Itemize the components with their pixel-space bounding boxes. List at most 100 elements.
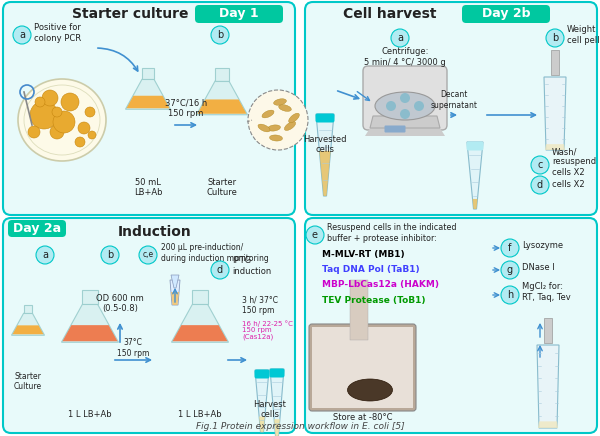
Text: 3 h/ 37°C
150 rpm: 3 h/ 37°C 150 rpm: [242, 295, 278, 315]
Text: f: f: [508, 243, 512, 253]
FancyBboxPatch shape: [195, 5, 283, 23]
Circle shape: [85, 107, 95, 117]
Text: 50 mL
LB+Ab: 50 mL LB+Ab: [134, 178, 162, 198]
Text: Positive for
colony PCR: Positive for colony PCR: [34, 23, 81, 43]
Polygon shape: [197, 81, 248, 115]
Circle shape: [28, 126, 40, 138]
Text: b: b: [107, 250, 113, 260]
Text: a: a: [397, 33, 403, 43]
Polygon shape: [62, 325, 118, 341]
Polygon shape: [171, 275, 179, 288]
Text: 37°C/16 h
150 rpm: 37°C/16 h 150 rpm: [165, 98, 207, 118]
Polygon shape: [255, 370, 269, 432]
FancyBboxPatch shape: [363, 66, 447, 130]
Ellipse shape: [347, 379, 392, 401]
Polygon shape: [370, 116, 440, 128]
Circle shape: [386, 101, 396, 111]
Text: Day 1: Day 1: [219, 7, 259, 20]
Polygon shape: [172, 304, 229, 342]
Polygon shape: [11, 313, 44, 335]
Polygon shape: [319, 151, 331, 196]
Circle shape: [42, 90, 58, 106]
FancyBboxPatch shape: [316, 113, 335, 123]
Circle shape: [139, 246, 157, 264]
Ellipse shape: [258, 124, 270, 132]
FancyBboxPatch shape: [309, 324, 416, 411]
Polygon shape: [215, 68, 229, 81]
Text: Day 2b: Day 2b: [482, 7, 530, 20]
Text: a: a: [42, 250, 48, 260]
Circle shape: [531, 176, 549, 194]
Circle shape: [88, 131, 96, 139]
Text: Fig.1 Protein expression workflow in E. coli [5]: Fig.1 Protein expression workflow in E. …: [196, 422, 404, 431]
Polygon shape: [259, 416, 265, 432]
FancyBboxPatch shape: [385, 126, 406, 133]
Polygon shape: [142, 68, 154, 79]
Text: b: b: [217, 30, 223, 40]
Text: DNase I: DNase I: [522, 263, 555, 272]
Polygon shape: [551, 50, 559, 75]
Ellipse shape: [269, 135, 283, 141]
Circle shape: [35, 97, 45, 107]
Circle shape: [53, 111, 75, 133]
Ellipse shape: [375, 92, 435, 120]
Polygon shape: [193, 290, 208, 304]
Text: c,e: c,e: [142, 251, 154, 259]
Circle shape: [531, 156, 549, 174]
Ellipse shape: [274, 99, 286, 105]
Circle shape: [61, 93, 79, 111]
Polygon shape: [82, 290, 98, 304]
Polygon shape: [125, 79, 170, 109]
Circle shape: [211, 26, 229, 44]
Circle shape: [78, 122, 90, 134]
Text: g: g: [507, 265, 513, 275]
Text: M-MLV-RT (MB1): M-MLV-RT (MB1): [322, 251, 404, 259]
Text: Starter
Culture: Starter Culture: [206, 178, 238, 198]
Text: IPTG
induction: IPTG induction: [232, 256, 271, 276]
FancyBboxPatch shape: [462, 5, 550, 23]
Circle shape: [306, 226, 324, 244]
Circle shape: [414, 101, 424, 111]
Circle shape: [13, 26, 31, 44]
Ellipse shape: [262, 110, 274, 118]
Text: Wash/
resuspend
cells X2: Wash/ resuspend cells X2: [552, 147, 596, 177]
Text: Harvest
cells: Harvest cells: [254, 400, 286, 419]
Circle shape: [50, 125, 64, 139]
Polygon shape: [13, 325, 44, 334]
Circle shape: [211, 261, 229, 279]
FancyBboxPatch shape: [269, 368, 284, 378]
Text: Centrifuge:
5 min/ 4 °C/ 3000 g: Centrifuge: 5 min/ 4 °C/ 3000 g: [364, 47, 446, 67]
Ellipse shape: [278, 105, 292, 111]
Text: d: d: [537, 180, 543, 190]
FancyBboxPatch shape: [467, 142, 484, 150]
Polygon shape: [170, 280, 180, 305]
Text: 1 L LB+Ab: 1 L LB+Ab: [178, 410, 222, 419]
FancyBboxPatch shape: [8, 220, 66, 237]
Text: MBP-LbCas12a (HAKM): MBP-LbCas12a (HAKM): [322, 280, 439, 290]
Text: Harvested
cells: Harvested cells: [303, 135, 347, 154]
Polygon shape: [197, 99, 247, 114]
Circle shape: [501, 239, 519, 257]
FancyBboxPatch shape: [305, 2, 597, 215]
Bar: [312, 327, 413, 408]
Circle shape: [101, 246, 119, 264]
Circle shape: [52, 107, 62, 117]
Polygon shape: [544, 318, 552, 343]
Text: cells X2: cells X2: [552, 181, 584, 190]
Polygon shape: [467, 142, 483, 209]
Text: Decant
supernatant: Decant supernatant: [431, 90, 478, 110]
Polygon shape: [473, 199, 478, 209]
Polygon shape: [545, 144, 565, 150]
Polygon shape: [173, 325, 227, 341]
Circle shape: [501, 261, 519, 279]
Circle shape: [501, 286, 519, 304]
Circle shape: [400, 93, 410, 103]
Ellipse shape: [289, 113, 299, 123]
Text: Day 2a: Day 2a: [13, 222, 61, 235]
Polygon shape: [544, 77, 566, 150]
Polygon shape: [537, 345, 559, 428]
Polygon shape: [171, 292, 179, 305]
Polygon shape: [127, 96, 170, 108]
Circle shape: [391, 29, 409, 47]
Polygon shape: [538, 421, 558, 428]
